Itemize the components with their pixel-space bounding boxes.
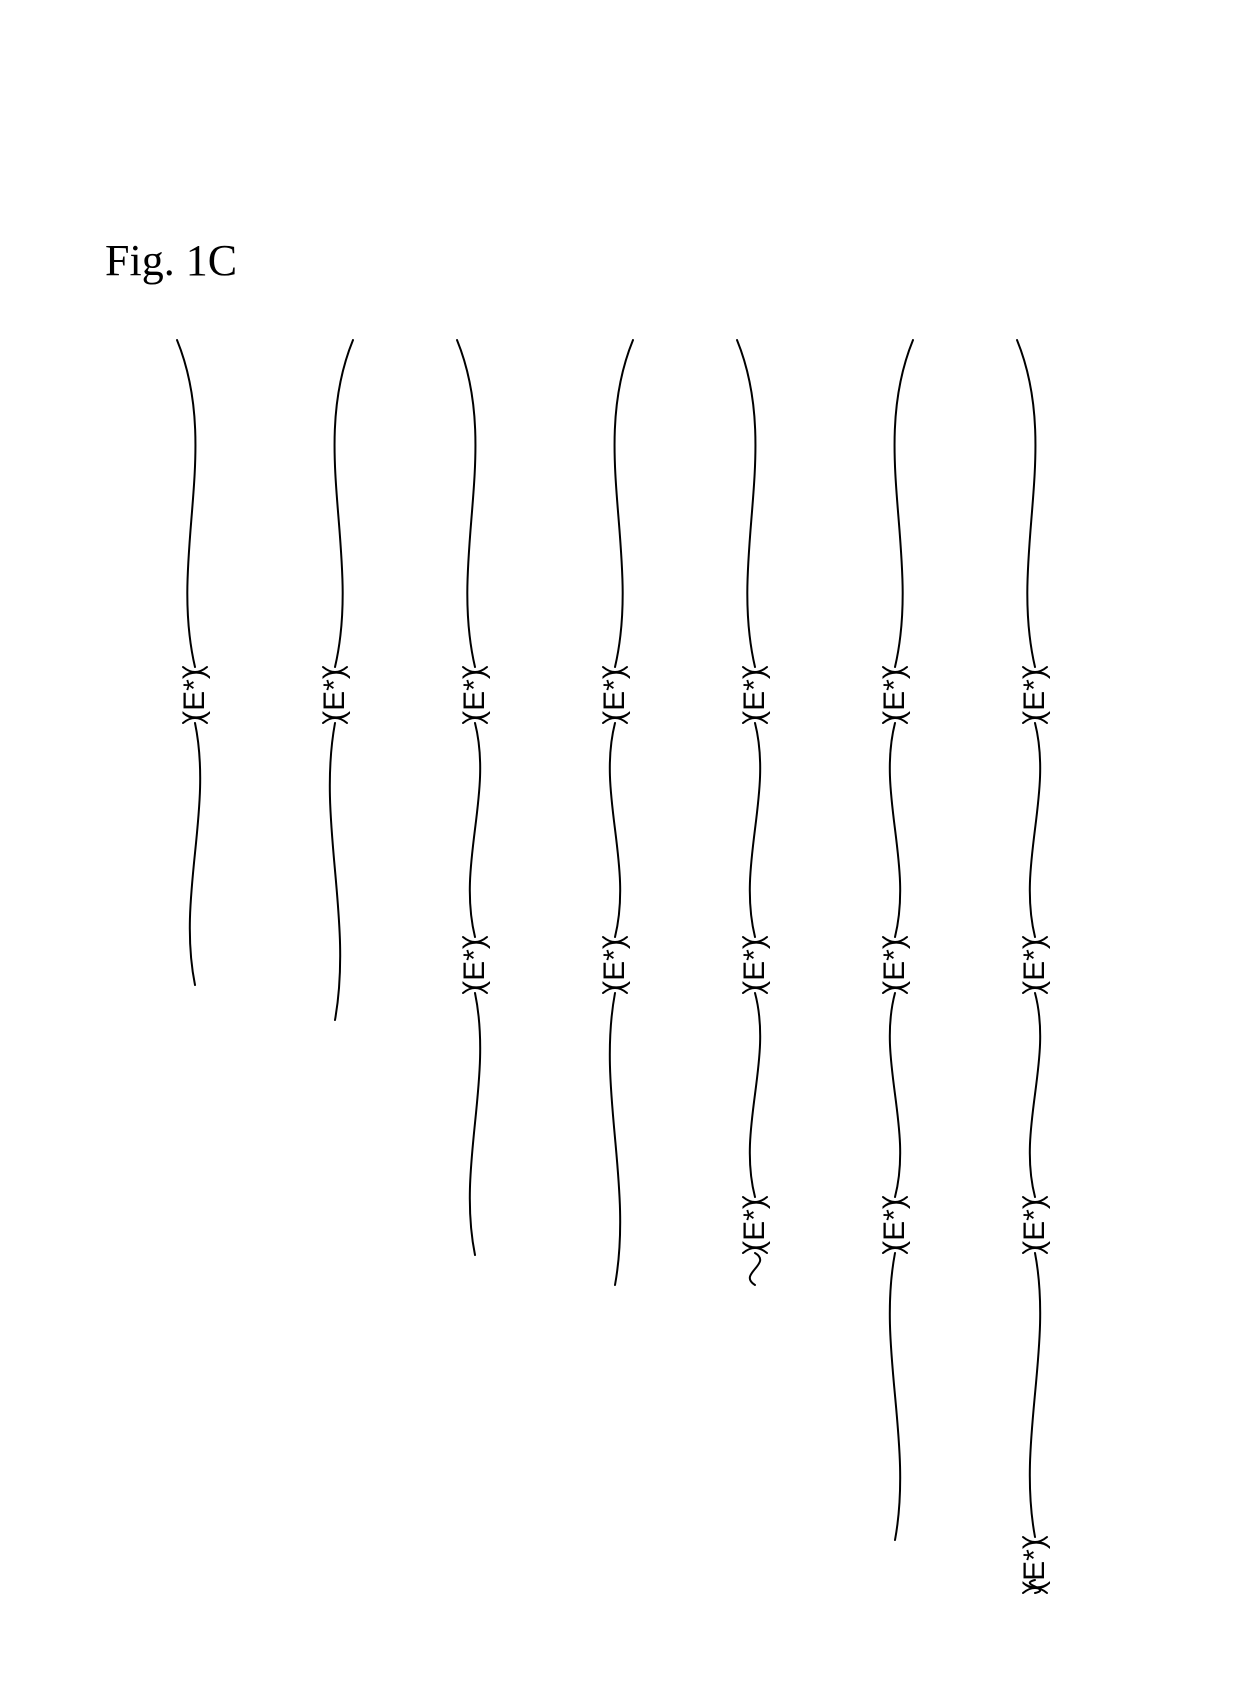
strand-segment <box>750 723 760 937</box>
strand-segment <box>177 340 195 667</box>
strand-segment <box>470 723 480 937</box>
strand-segment <box>750 1253 760 1285</box>
strand-segment <box>890 993 900 1197</box>
strand-segment <box>470 993 480 1255</box>
node-e-star: (E*) <box>1018 1199 1052 1251</box>
node-e-star: (E*) <box>1018 669 1052 721</box>
strand-segment <box>890 1253 900 1540</box>
strand-segment <box>1030 993 1040 1197</box>
strand-segment <box>1030 723 1040 937</box>
strand-segment <box>1030 1253 1040 1537</box>
node-e-star: (E*) <box>878 1199 912 1251</box>
strand-segment <box>457 340 475 667</box>
strand-segment <box>750 993 760 1197</box>
strand-segment <box>895 340 913 667</box>
strand-segment <box>335 340 353 667</box>
figure-container: Fig. 1C (E*)(E*)(E*)(E*)(E*)(E*)(E*)(E*)… <box>0 0 1240 1704</box>
node-e-star: (E*) <box>878 669 912 721</box>
node-e-star: (E*) <box>598 669 632 721</box>
strand-segment <box>330 723 340 1020</box>
strand-segment <box>610 723 620 937</box>
node-e-star: (E*) <box>178 669 212 721</box>
strand-segment <box>737 340 755 667</box>
node-e-star: (E*) <box>878 939 912 991</box>
node-e-star: (E*) <box>458 939 492 991</box>
strand-segment <box>890 723 900 937</box>
strand-segment <box>1017 340 1035 667</box>
node-e-star: (E*) <box>458 669 492 721</box>
strand-segment <box>615 340 633 667</box>
diagram-svg <box>0 0 1240 1704</box>
node-e-star: (E*) <box>1018 1539 1052 1591</box>
node-e-star: (E*) <box>738 939 772 991</box>
strand-segment <box>610 993 620 1285</box>
node-e-star: (E*) <box>1018 939 1052 991</box>
node-e-star: (E*) <box>598 939 632 991</box>
node-e-star: (E*) <box>738 1199 772 1251</box>
node-e-star: (E*) <box>738 669 772 721</box>
node-e-star: (E*) <box>318 669 352 721</box>
strand-segment <box>190 723 200 985</box>
